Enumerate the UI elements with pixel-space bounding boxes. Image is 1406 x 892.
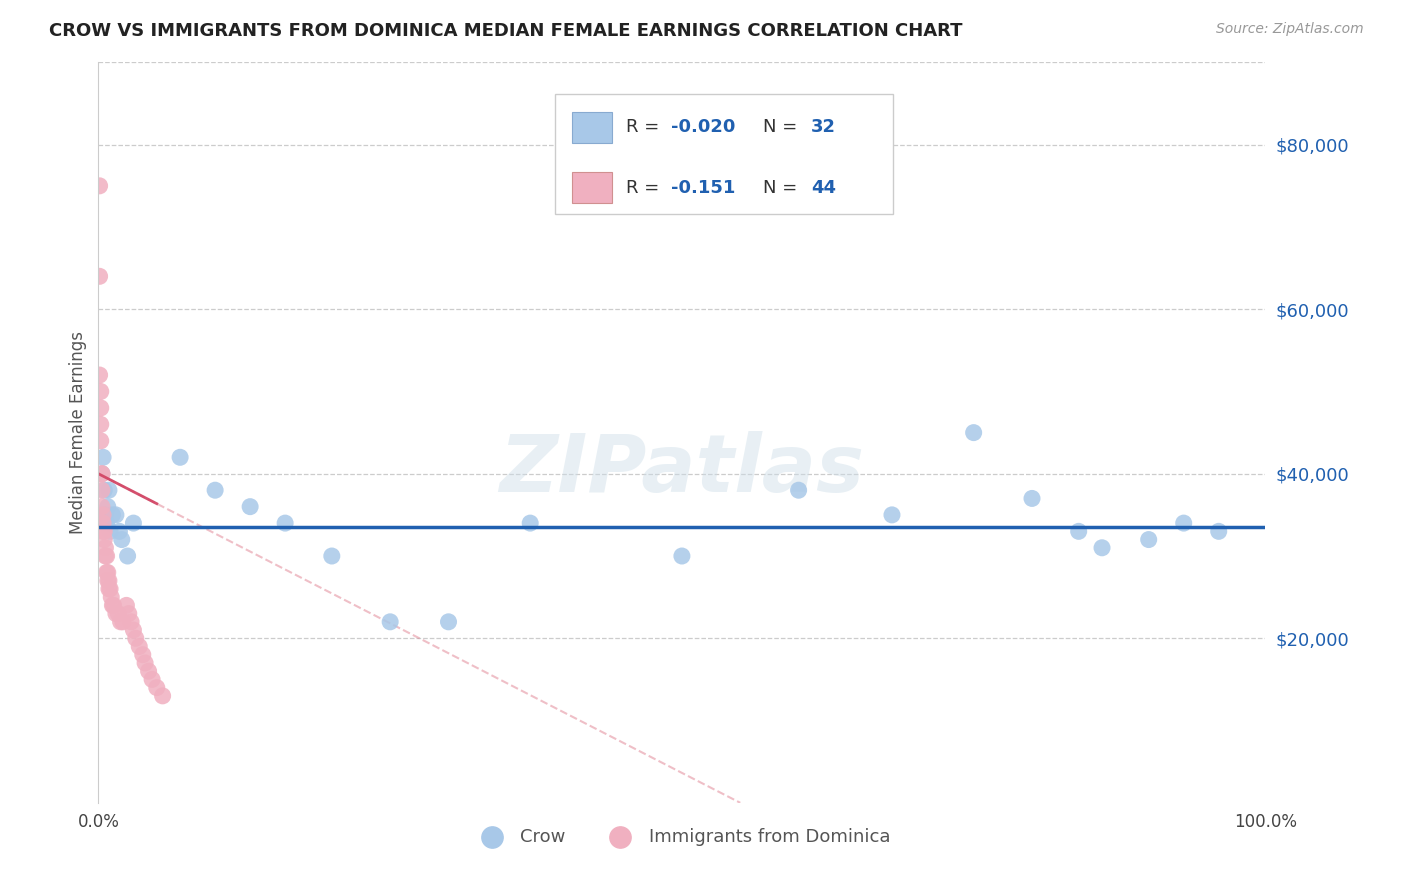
Point <box>97 566 120 580</box>
Point <box>671 549 693 563</box>
Point <box>111 533 134 547</box>
Point <box>100 590 122 604</box>
Point <box>519 516 541 530</box>
Point <box>98 582 121 596</box>
Point <box>91 516 114 530</box>
Point <box>97 574 120 588</box>
Point <box>89 368 111 382</box>
Point <box>274 516 297 530</box>
Point <box>169 450 191 465</box>
Point <box>97 582 120 596</box>
Point <box>138 664 160 678</box>
Point <box>93 483 115 498</box>
Point <box>122 516 145 530</box>
Point <box>91 450 114 465</box>
Text: -0.151: -0.151 <box>671 178 735 197</box>
Point <box>96 566 118 580</box>
Point <box>146 681 169 695</box>
Text: CROW VS IMMIGRANTS FROM DOMINICA MEDIAN FEMALE EARNINGS CORRELATION CHART: CROW VS IMMIGRANTS FROM DOMINICA MEDIAN … <box>49 22 963 40</box>
Point <box>111 615 134 629</box>
Text: ZIPatlas: ZIPatlas <box>499 431 865 508</box>
Point <box>96 549 118 563</box>
Text: -0.020: -0.020 <box>671 118 735 136</box>
Point <box>1067 524 1090 539</box>
Text: R =: R = <box>626 118 665 136</box>
Point <box>103 599 125 613</box>
Point <box>101 599 124 613</box>
Point <box>104 607 127 621</box>
Point <box>108 524 131 539</box>
Point <box>1091 541 1114 555</box>
Point <box>125 632 148 646</box>
Point <box>89 269 111 284</box>
Legend: Crow, Immigrants from Dominica: Crow, Immigrants from Dominica <box>467 821 897 853</box>
Point <box>90 467 112 481</box>
Point <box>96 516 118 530</box>
Point <box>90 483 112 498</box>
Point <box>380 615 402 629</box>
Text: N =: N = <box>763 178 803 197</box>
Point <box>115 599 138 613</box>
Point <box>104 508 127 522</box>
Point <box>128 640 150 654</box>
Point <box>93 524 115 539</box>
Point <box>880 508 903 522</box>
Text: N =: N = <box>763 118 803 136</box>
Point <box>90 467 112 481</box>
Text: Source: ZipAtlas.com: Source: ZipAtlas.com <box>1216 22 1364 37</box>
Point <box>152 689 174 703</box>
Point <box>141 673 163 687</box>
Point <box>90 500 112 514</box>
Point <box>110 615 132 629</box>
Point <box>134 656 156 670</box>
Point <box>90 467 112 481</box>
Point <box>239 500 262 514</box>
Point <box>107 607 129 621</box>
Text: 32: 32 <box>811 118 837 136</box>
Point <box>94 541 117 555</box>
Text: 44: 44 <box>811 178 837 197</box>
Point <box>90 401 112 415</box>
Point <box>1208 524 1230 539</box>
Point <box>94 508 117 522</box>
Point <box>98 524 121 539</box>
Point <box>1173 516 1195 530</box>
Point <box>118 607 141 621</box>
Point <box>94 549 117 563</box>
Point <box>122 623 145 637</box>
Point <box>117 549 139 563</box>
Point <box>89 178 111 193</box>
Point <box>120 615 142 629</box>
Point <box>787 483 810 498</box>
Point <box>962 425 984 440</box>
Point <box>101 508 124 522</box>
Y-axis label: Median Female Earnings: Median Female Earnings <box>69 331 87 534</box>
Point <box>1021 491 1043 506</box>
Text: R =: R = <box>626 178 665 197</box>
Point <box>97 483 120 498</box>
Point <box>90 417 112 432</box>
Point <box>90 384 112 399</box>
Point <box>204 483 226 498</box>
Point <box>93 533 115 547</box>
Point <box>97 500 120 514</box>
Point <box>437 615 460 629</box>
Point <box>97 574 120 588</box>
Point <box>132 648 155 662</box>
Point <box>91 508 114 522</box>
Point <box>321 549 343 563</box>
Point <box>1137 533 1160 547</box>
Point <box>91 524 114 539</box>
Point <box>90 434 112 448</box>
